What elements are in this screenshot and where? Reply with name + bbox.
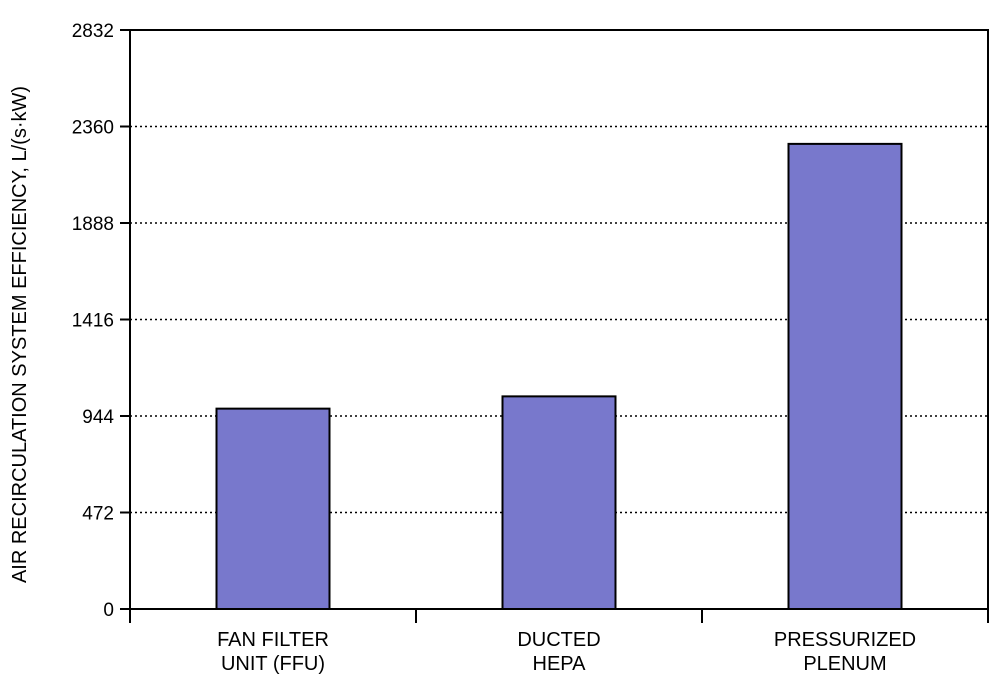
y-tick-label: 472 <box>82 504 114 525</box>
x-tick-label: FAN FILTER UNIT (FFU) <box>217 629 329 675</box>
bars <box>215 142 903 611</box>
x-tick-label: PRESSURIZED PLENUM <box>774 629 916 675</box>
y-tick-label: 944 <box>82 407 114 428</box>
y-tick-label: 2360 <box>72 118 114 139</box>
y-tick-label: 0 <box>103 600 114 621</box>
y-axis-ticks: 0 472 944 1416 1888 2360 2832 <box>72 21 130 621</box>
bar <box>501 395 617 611</box>
y-tick-label: 1416 <box>72 311 114 332</box>
bar <box>787 142 903 610</box>
bar <box>215 407 331 610</box>
y-axis-label: AIR RECIRCULATION SYSTEM EFFICIENCY, L/(… <box>9 86 31 583</box>
x-axis-ticks: FAN FILTER UNIT (FFU) DUCTED HEPA PRESSURIZE… <box>129 609 989 675</box>
x-tick-label: DUCTED HEPA <box>517 629 600 675</box>
y-tick-label: 2832 <box>72 21 114 42</box>
y-tick-label: 1888 <box>72 214 114 235</box>
